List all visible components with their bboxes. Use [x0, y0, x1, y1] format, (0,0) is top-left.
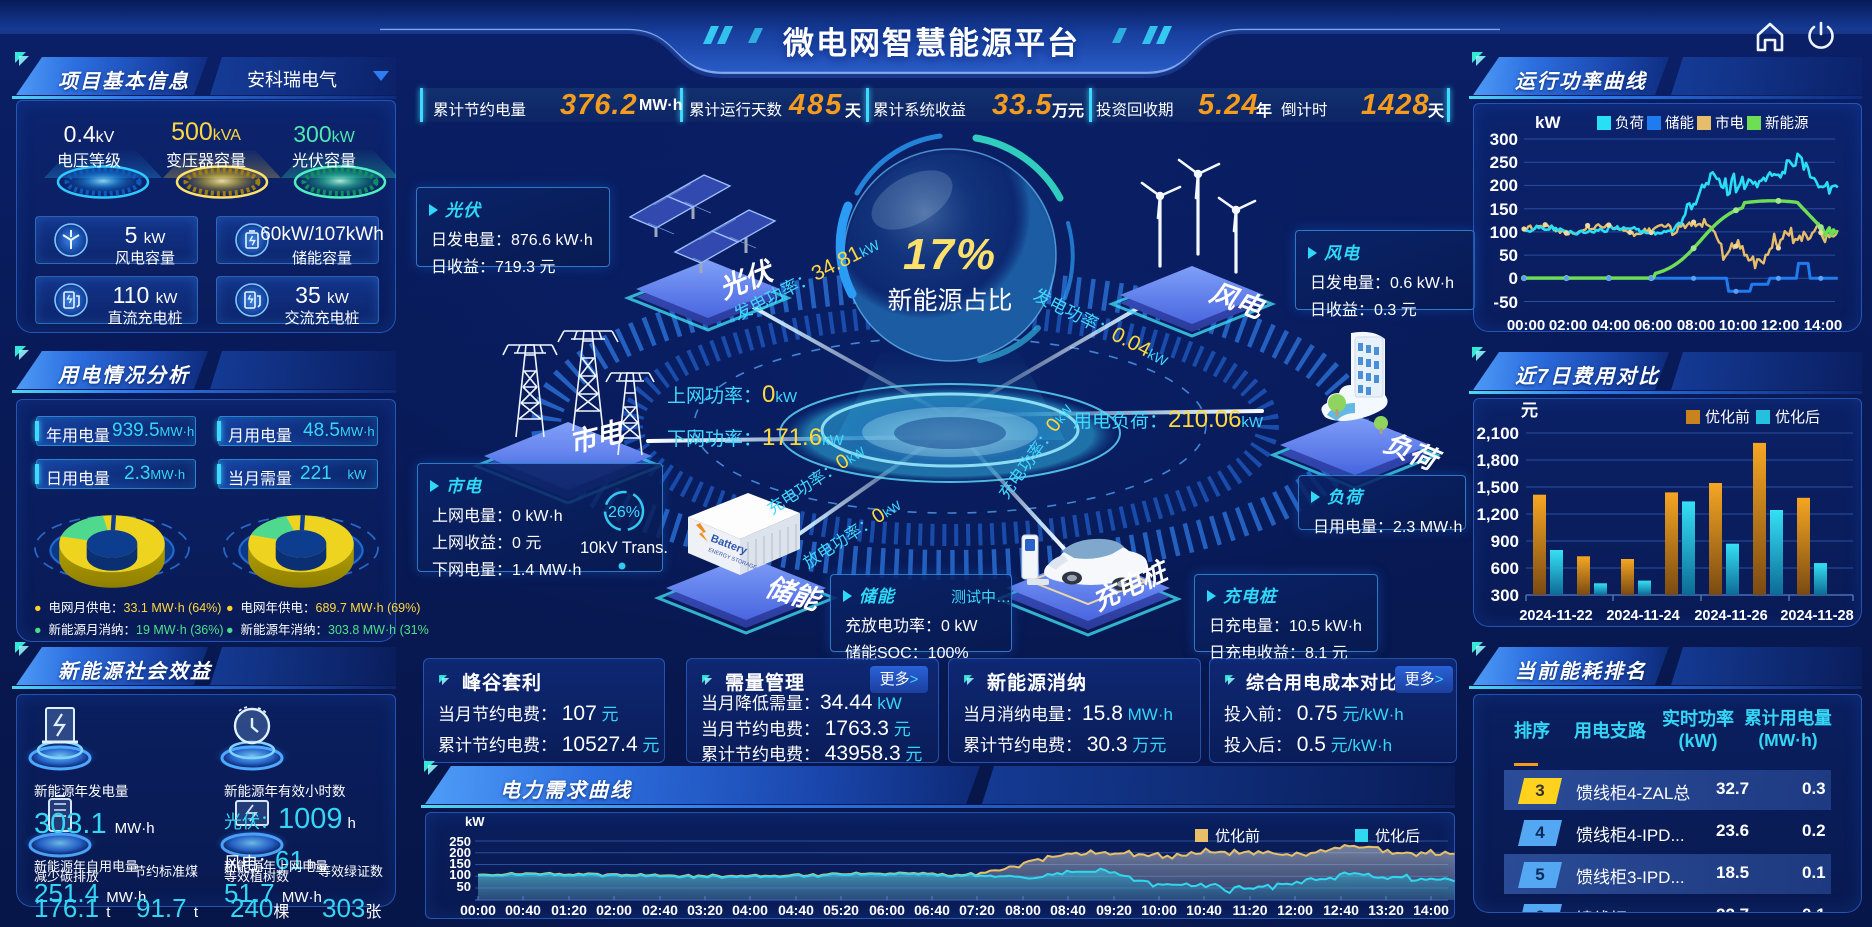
svg-text:00:00: 00:00 — [1507, 317, 1545, 332]
svg-text:放电功率：0kW: 放电功率：0kW — [799, 493, 906, 573]
svg-text:150: 150 — [1490, 200, 1518, 219]
svg-text:250: 250 — [449, 834, 471, 849]
svg-text:10:00: 10:00 — [1719, 317, 1757, 332]
svg-text:02:40: 02:40 — [642, 902, 678, 918]
svg-text:02:00: 02:00 — [1549, 317, 1587, 332]
svg-text:新能源: 新能源 — [1765, 115, 1809, 132]
svg-text:10kV Trans.: 10kV Trans. — [580, 539, 668, 557]
svg-text:08:00: 08:00 — [1005, 902, 1041, 918]
svg-text:06:00: 06:00 — [869, 902, 905, 918]
svg-text:上网功率：0kW: 上网功率：0kW — [667, 381, 798, 408]
svg-text:下网功率：171.6kW: 下网功率：171.6kW — [667, 424, 845, 451]
svg-text:2024-11-22: 2024-11-22 — [1519, 608, 1592, 624]
svg-text:07:20: 07:20 — [959, 902, 995, 918]
svg-text:06:40: 06:40 — [914, 902, 950, 918]
svg-text:优化前: 优化前 — [1705, 409, 1750, 426]
svg-text:00:40: 00:40 — [505, 902, 541, 918]
svg-text:2024-11-28: 2024-11-28 — [1780, 608, 1853, 624]
svg-text:300: 300 — [1490, 130, 1518, 149]
svg-text:600: 600 — [1491, 559, 1519, 578]
svg-text:13:20: 13:20 — [1368, 902, 1404, 918]
svg-text:03:20: 03:20 — [687, 902, 723, 918]
svg-text:900: 900 — [1491, 532, 1519, 551]
svg-text:用电负荷：210.06kW: 用电负荷：210.06kW — [1073, 406, 1264, 433]
svg-text:10:40: 10:40 — [1186, 902, 1222, 918]
svg-text:新能源占比: 新能源占比 — [887, 287, 1012, 315]
svg-text:负荷: 负荷 — [1615, 115, 1644, 132]
svg-text:优化后: 优化后 — [1775, 409, 1820, 426]
svg-text:00:00: 00:00 — [460, 902, 496, 918]
svg-text:10:00: 10:00 — [1141, 902, 1177, 918]
svg-text:200: 200 — [449, 845, 471, 860]
svg-text:26%: 26% — [608, 504, 640, 521]
svg-text:50: 50 — [1499, 246, 1518, 265]
svg-text:150: 150 — [449, 856, 471, 871]
svg-text:04:40: 04:40 — [778, 902, 814, 918]
svg-text:04:00: 04:00 — [732, 902, 768, 918]
svg-text:12:40: 12:40 — [1323, 902, 1359, 918]
svg-text:优化后: 优化后 — [1375, 828, 1420, 845]
svg-text:04:00: 04:00 — [1592, 317, 1630, 332]
svg-text:优化前: 优化前 — [1215, 828, 1260, 845]
svg-text:负荷: 负荷 — [1380, 428, 1446, 478]
svg-text:kW: kW — [1535, 113, 1561, 132]
svg-text:06:00: 06:00 — [1634, 317, 1672, 332]
svg-text:08:40: 08:40 — [1050, 902, 1086, 918]
svg-text:2,100: 2,100 — [1476, 424, 1519, 443]
svg-text:元: 元 — [1521, 401, 1538, 420]
svg-text:1,500: 1,500 — [1476, 478, 1519, 497]
svg-text:11:20: 11:20 — [1232, 902, 1267, 918]
svg-text:100: 100 — [449, 867, 471, 882]
svg-text:300: 300 — [1491, 586, 1519, 605]
svg-text:17%: 17% — [903, 230, 997, 279]
svg-text:2024-11-24: 2024-11-24 — [1606, 608, 1679, 624]
svg-text:01:20: 01:20 — [551, 902, 587, 918]
svg-text:08:00: 08:00 — [1677, 317, 1715, 332]
svg-text:1,800: 1,800 — [1476, 451, 1519, 470]
svg-text:14:00: 14:00 — [1413, 902, 1449, 918]
svg-text:250: 250 — [1490, 153, 1518, 172]
svg-text:12:00: 12:00 — [1761, 317, 1799, 332]
svg-text:1,200: 1,200 — [1476, 505, 1519, 524]
svg-text:200: 200 — [1490, 176, 1518, 195]
svg-text:100: 100 — [1490, 223, 1518, 242]
svg-text:05:20: 05:20 — [823, 902, 859, 918]
svg-text:02:00: 02:00 — [596, 902, 632, 918]
svg-text:储能: 储能 — [1665, 115, 1694, 132]
svg-text:0: 0 — [1509, 269, 1518, 288]
svg-text:14:00: 14:00 — [1804, 317, 1842, 332]
svg-text:市电: 市电 — [1715, 115, 1744, 132]
svg-text:-50: -50 — [1493, 293, 1518, 312]
svg-text:09:20: 09:20 — [1096, 902, 1132, 918]
svg-text:2024-11-26: 2024-11-26 — [1694, 608, 1767, 624]
svg-text:kW: kW — [465, 814, 485, 829]
svg-text:50: 50 — [457, 879, 471, 894]
svg-text:12:00: 12:00 — [1277, 902, 1313, 918]
